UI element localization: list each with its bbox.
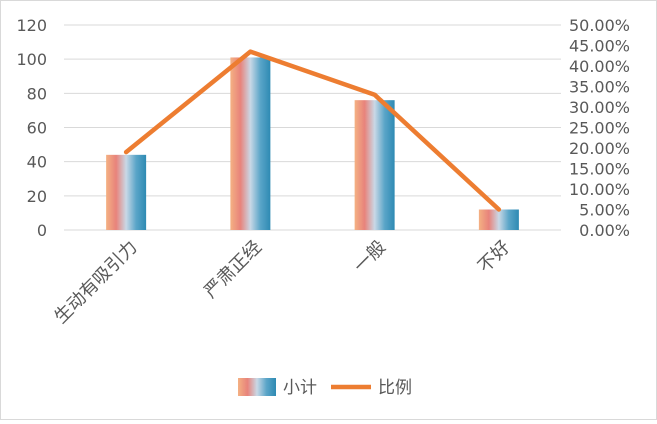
right-tick-label: 30.00% <box>569 98 630 117</box>
left-tick-label: 100 <box>16 50 47 69</box>
right-tick-label: 5.00% <box>579 201 630 220</box>
category-label: 一般 <box>350 237 390 277</box>
right-tick-label: 50.00% <box>569 16 630 35</box>
line-series <box>123 49 502 212</box>
left-tick-label: 40 <box>27 153 47 172</box>
bar <box>478 209 519 230</box>
legend-bar-label: 小计 <box>283 378 317 398</box>
bar <box>106 154 147 230</box>
right-tick-label: 15.00% <box>569 160 630 179</box>
ratio-line <box>123 49 502 212</box>
bar <box>354 100 395 231</box>
right-tick-label: 35.00% <box>569 78 630 97</box>
legend-line-label: 比例 <box>378 378 412 398</box>
left-tick-label: 120 <box>16 16 47 35</box>
legend: 小计 比例 <box>238 378 412 398</box>
category-axis: 生动有吸引力 严肃正经 一般 不好 <box>50 237 514 328</box>
category-label: 不好 <box>474 237 514 277</box>
category-label: 严肃正经 <box>200 237 266 303</box>
bar-series <box>106 57 519 231</box>
category-label: 生动有吸引力 <box>50 237 141 328</box>
legend-bar-swatch <box>238 378 276 396</box>
right-tick-label: 20.00% <box>569 139 630 158</box>
gridlines <box>64 24 561 231</box>
bar <box>230 57 271 231</box>
right-tick-label: 0.00% <box>579 221 630 240</box>
left-tick-label: 0 <box>37 221 47 240</box>
left-tick-label: 60 <box>27 119 47 138</box>
left-tick-label: 20 <box>27 187 47 206</box>
right-tick-label: 25.00% <box>569 119 630 138</box>
right-tick-label: 45.00% <box>569 37 630 56</box>
right-tick-label: 10.00% <box>569 180 630 199</box>
right-tick-label: 40.00% <box>569 57 630 76</box>
left-axis: 0 20 40 60 80 100 120 <box>16 16 47 240</box>
right-axis: 0.00%5.00% 10.00%15.00% 20.00%25.00% 30.00%… <box>569 16 630 240</box>
left-tick-label: 80 <box>27 84 47 103</box>
